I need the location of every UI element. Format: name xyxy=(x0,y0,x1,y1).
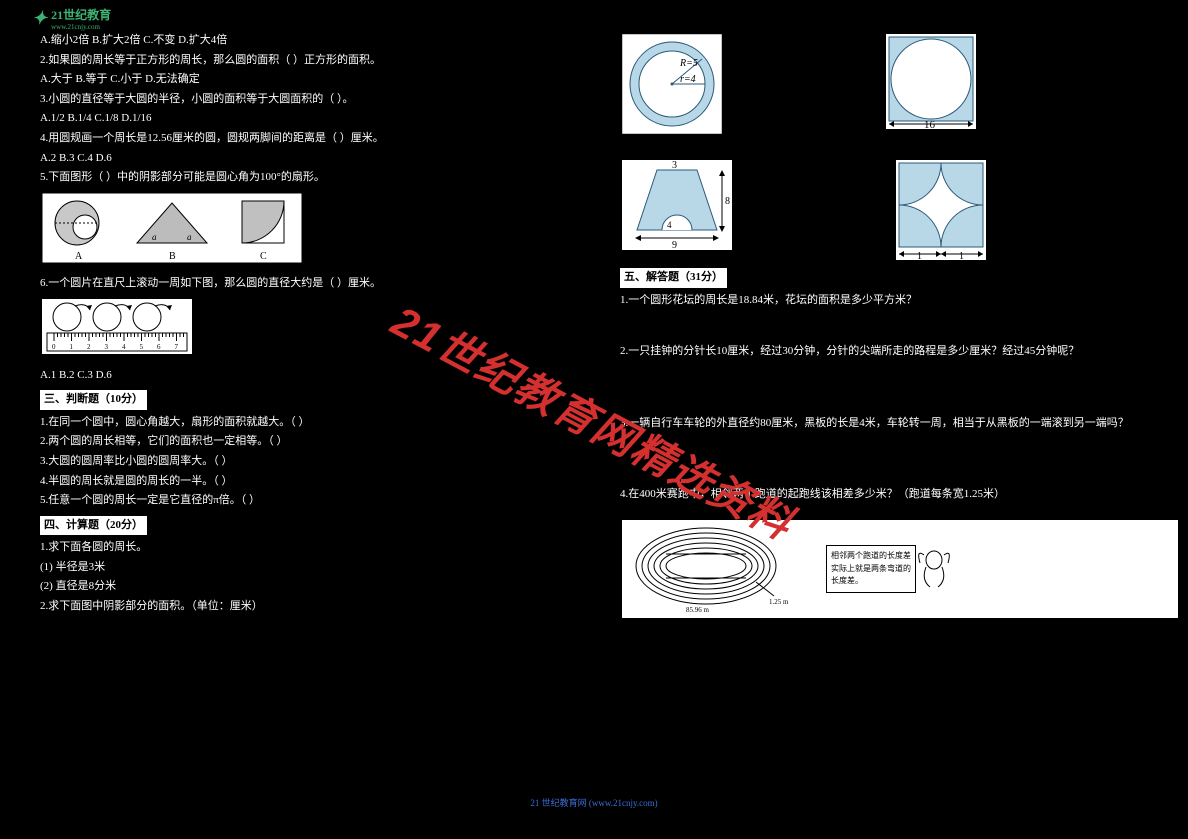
svg-text:4: 4 xyxy=(122,343,126,351)
svg-text:a: a xyxy=(187,232,192,242)
svg-text:1: 1 xyxy=(70,343,74,351)
answer-2: 2.一只挂钟的分针长10厘米，经过30分钟，分针的尖端所走的路程是多少厘米？经过… xyxy=(620,343,1180,361)
q1-options: A.缩小2倍 B.扩大2倍 C.不变 D.扩大4倍 xyxy=(40,32,600,50)
svg-text:r=4: r=4 xyxy=(680,74,696,85)
svg-text:3: 3 xyxy=(672,160,677,171)
calc-1a: (1) 半径是3米 xyxy=(40,559,600,577)
track-note: 相邻两个跑道的长度差实际上就是两条弯道的长度差。 xyxy=(831,551,911,586)
site-logo: ✦ 21世纪教育 www.21cnjy.com xyxy=(32,6,111,31)
q3-stem: 3.小圆的直径等于大圆的半径，小圆的面积等于大圆面积的（ ）。 xyxy=(40,91,600,109)
figure-trapezoid: 3 8 4 9 xyxy=(622,160,732,250)
svg-text:2: 2 xyxy=(87,343,91,351)
figure-ring: R=5 r=4 xyxy=(622,34,722,134)
judge-3: 3.大圆的圆周率比小圆的圆周率大。（ ） xyxy=(40,453,600,471)
q4-stem: 4.用圆规画一个周长是12.56厘米的圆，圆规两脚间的距离是（ ）厘米。 xyxy=(40,130,600,148)
left-column: A.缩小2倍 B.扩大2倍 C.不变 D.扩大4倍 2.如果圆的周长等于正方形的… xyxy=(40,30,600,618)
judge-1: 1.在同一个圆中，圆心角越大，扇形的面积就越大。（ ） xyxy=(40,414,600,432)
svg-text:C: C xyxy=(260,251,267,262)
figure-square-circle: 16 xyxy=(886,34,976,129)
svg-text:85.96 m: 85.96 m xyxy=(686,606,710,614)
section-4-title: 四、计算题（20分） xyxy=(40,516,147,536)
svg-text:R=5: R=5 xyxy=(679,58,698,69)
answer-4: 4.在400米赛跑中，相邻两个跑道的起跑线该相差多少米？（跑道每条宽1.25米） xyxy=(620,486,1180,504)
svg-text:6: 6 xyxy=(157,343,161,351)
answer-1: 1.一个圆形花坛的周长是18.84米，花坛的面积是多少平方米？ xyxy=(620,292,1180,310)
svg-text:1: 1 xyxy=(917,251,922,260)
logo-brand: 21世纪教育 xyxy=(51,6,111,23)
svg-text:0: 0 xyxy=(52,343,56,351)
q6-stem: 6.一个圆片在直尺上滚动一周如下图，那么圆的直径大约是（ ）厘米。 xyxy=(40,275,600,293)
q5-stem: 5.下面图形（ ）中的阴影部分可能是圆心角为100°的扇形。 xyxy=(40,169,600,187)
calc-2: 2.求下面图中阴影部分的面积。（单位：厘米） xyxy=(40,598,600,616)
svg-text:4: 4 xyxy=(667,220,672,230)
calc-1: 1.求下面各圆的周长。 xyxy=(40,539,600,557)
q2-stem: 2.如果圆的周长等于正方形的周长，那么圆的面积（ ）正方形的面积。 xyxy=(40,52,600,70)
fairy-icon xyxy=(916,545,954,593)
section-5-title: 五、解答题（31分） xyxy=(620,268,727,288)
q2-options: A.大于 B.等于 C.小于 D.无法确定 xyxy=(40,71,600,89)
svg-text:7: 7 xyxy=(175,343,179,351)
figure-ruler-circles: 0 1 2 3 4 5 6 7 xyxy=(42,299,192,354)
svg-text:3: 3 xyxy=(105,343,109,351)
svg-text:A: A xyxy=(75,251,83,262)
q4-options: A.2 B.3 C.4 D.6 xyxy=(40,150,600,168)
right-column: R=5 r=4 16 3 xyxy=(620,30,1180,622)
svg-text:9: 9 xyxy=(672,240,677,250)
q6-options: A.1 B.2 C.3 D.6 xyxy=(40,367,600,385)
judge-4: 4.半圆的周长就是圆的周长的一半。（ ） xyxy=(40,473,600,491)
svg-text:16: 16 xyxy=(924,119,936,129)
svg-text:8: 8 xyxy=(725,196,730,207)
figure-track: 85.96 m 1.25 m 相邻两个跑道的长度差实际上就是两条弯道的长度差。 xyxy=(622,520,1178,618)
logo-runner-icon: ✦ xyxy=(32,8,47,29)
svg-text:5: 5 xyxy=(140,343,144,351)
page-footer: 21 世纪教育网 (www.21cnjy.com) xyxy=(0,796,1188,809)
answer-3: 3.一辆自行车车轮的外直径约80厘米，黑板的长是4米，车轮转一周，相当于从黑板的… xyxy=(620,415,1180,433)
figure-abc-shapes: a a A B C xyxy=(42,193,302,263)
judge-5: 5.任意一个圆的周长一定是它直径的π倍。（ ） xyxy=(40,492,600,510)
svg-text:B: B xyxy=(169,251,176,262)
judge-2: 2.两个圆的周长相等，它们的面积也一定相等。（ ） xyxy=(40,433,600,451)
q3-options: A.1/2 B.1/4 C.1/8 D.1/16 xyxy=(40,110,600,128)
section-3-title: 三、判断题（10分） xyxy=(40,390,147,410)
calc-1b: (2) 直径是8分米 xyxy=(40,578,600,596)
svg-text:1: 1 xyxy=(959,251,964,260)
svg-text:1.25 m: 1.25 m xyxy=(769,598,789,606)
svg-text:a: a xyxy=(152,232,157,242)
figure-four-leaf: 1 1 xyxy=(896,160,986,260)
